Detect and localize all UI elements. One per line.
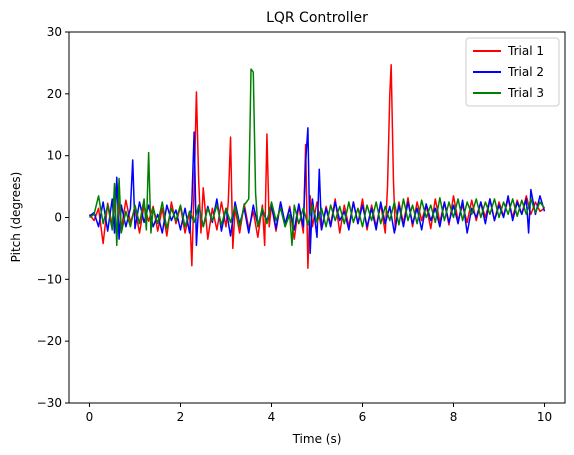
legend-label-trial-1: Trial 1 bbox=[507, 44, 544, 58]
x-tick-label: 6 bbox=[359, 410, 367, 424]
y-tick-label: 30 bbox=[47, 25, 62, 39]
plot-frame bbox=[68, 31, 566, 404]
series-layer bbox=[88, 64, 546, 269]
legend: Trial 1 Trial 2 Trial 3 bbox=[465, 37, 560, 107]
y-tick-label: 0 bbox=[54, 211, 62, 225]
y-axis-label: Pitch (degrees) bbox=[9, 172, 23, 263]
series-line-trial-3 bbox=[89, 68, 546, 247]
y-tick-label: −10 bbox=[37, 272, 62, 286]
y-tick-label: 10 bbox=[47, 149, 62, 163]
x-tick-label: 0 bbox=[86, 410, 94, 424]
x-tick-label: 8 bbox=[450, 410, 458, 424]
chart-title: LQR Controller bbox=[266, 10, 368, 26]
x-tick-label: 4 bbox=[268, 410, 276, 424]
legend-box bbox=[465, 37, 560, 107]
legend-label-trial-3: Trial 3 bbox=[507, 86, 544, 100]
y-tick-label: −30 bbox=[37, 396, 62, 410]
x-tick-label: 2 bbox=[177, 410, 185, 424]
y-tick-label: 20 bbox=[47, 87, 62, 101]
x-axis-label: Time (s) bbox=[292, 432, 342, 446]
y-tick-label: −20 bbox=[37, 334, 62, 348]
y-axis-ticks: −30 −20 −10 0 10 20 30 bbox=[37, 25, 69, 410]
x-tick-label: 10 bbox=[537, 410, 552, 424]
legend-label-trial-2: Trial 2 bbox=[507, 65, 544, 79]
x-axis-ticks: 0 2 4 6 8 10 bbox=[86, 403, 552, 424]
